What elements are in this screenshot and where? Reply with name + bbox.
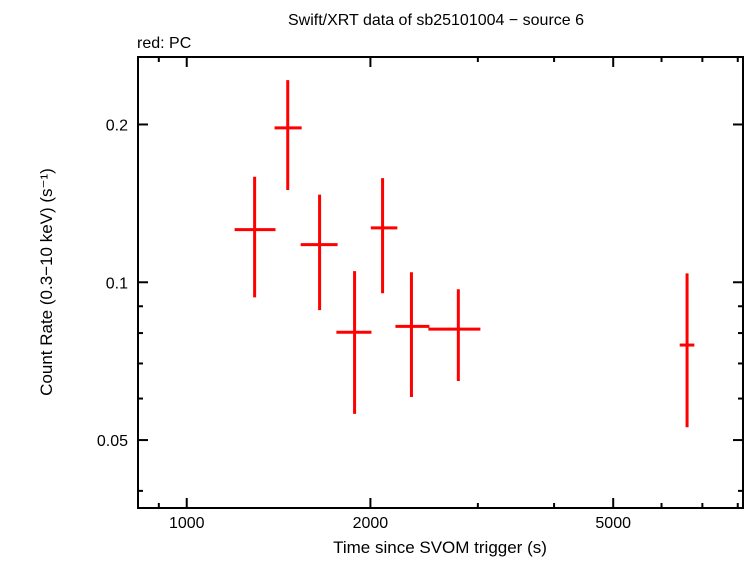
y-tick-label: 0.2	[106, 117, 128, 134]
data-point	[370, 178, 398, 294]
data-point	[679, 273, 695, 428]
y-axis-label: Count Rate (0.3−10 keV) (s⁻¹)	[37, 168, 56, 396]
x-tick-label: 5000	[595, 515, 631, 532]
legend-note: red: PC	[137, 35, 191, 52]
data-point	[395, 272, 430, 398]
y-tick-label: 0.1	[106, 275, 128, 292]
data-point	[300, 194, 338, 311]
data-point	[428, 289, 481, 382]
data-point	[274, 80, 302, 190]
data-point	[336, 271, 372, 414]
x-tick-label: 2000	[353, 515, 389, 532]
plot-frame	[137, 56, 744, 509]
chart-title: Swift/XRT data of sb25101004 − source 6	[288, 12, 584, 29]
y-tick-label: 0.05	[97, 433, 128, 450]
x-tick-label: 1000	[169, 515, 205, 532]
x-axis-label: Time since SVOM trigger (s)	[333, 538, 547, 557]
data-point	[234, 176, 276, 298]
